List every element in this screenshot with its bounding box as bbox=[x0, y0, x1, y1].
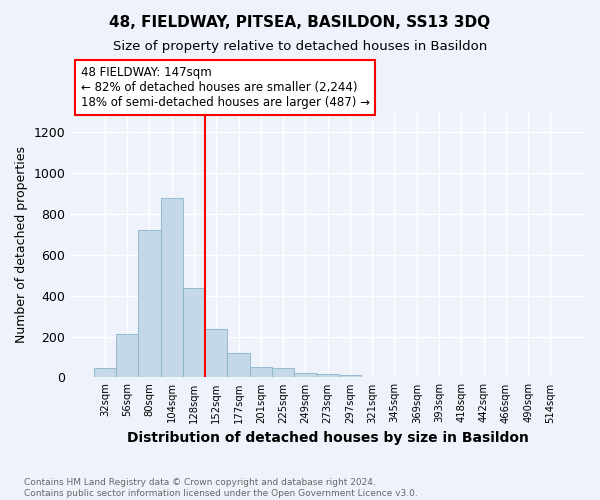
X-axis label: Distribution of detached houses by size in Basildon: Distribution of detached houses by size … bbox=[127, 431, 529, 445]
Text: Size of property relative to detached houses in Basildon: Size of property relative to detached ho… bbox=[113, 40, 487, 53]
Bar bbox=[94, 368, 116, 378]
Bar bbox=[138, 230, 161, 378]
Bar bbox=[294, 374, 317, 378]
Text: 48, FIELDWAY, PITSEA, BASILDON, SS13 3DQ: 48, FIELDWAY, PITSEA, BASILDON, SS13 3DQ bbox=[109, 15, 491, 30]
Bar bbox=[205, 330, 227, 378]
Bar bbox=[161, 198, 183, 378]
Text: 48 FIELDWAY: 147sqm
← 82% of detached houses are smaller (2,244)
18% of semi-det: 48 FIELDWAY: 147sqm ← 82% of detached ho… bbox=[80, 66, 370, 109]
Bar bbox=[227, 353, 250, 378]
Bar bbox=[317, 374, 339, 378]
Bar bbox=[339, 376, 361, 378]
Y-axis label: Number of detached properties: Number of detached properties bbox=[15, 146, 28, 343]
Bar bbox=[116, 334, 138, 378]
Bar bbox=[183, 288, 205, 378]
Text: Contains HM Land Registry data © Crown copyright and database right 2024.
Contai: Contains HM Land Registry data © Crown c… bbox=[24, 478, 418, 498]
Bar bbox=[272, 368, 294, 378]
Bar bbox=[250, 367, 272, 378]
